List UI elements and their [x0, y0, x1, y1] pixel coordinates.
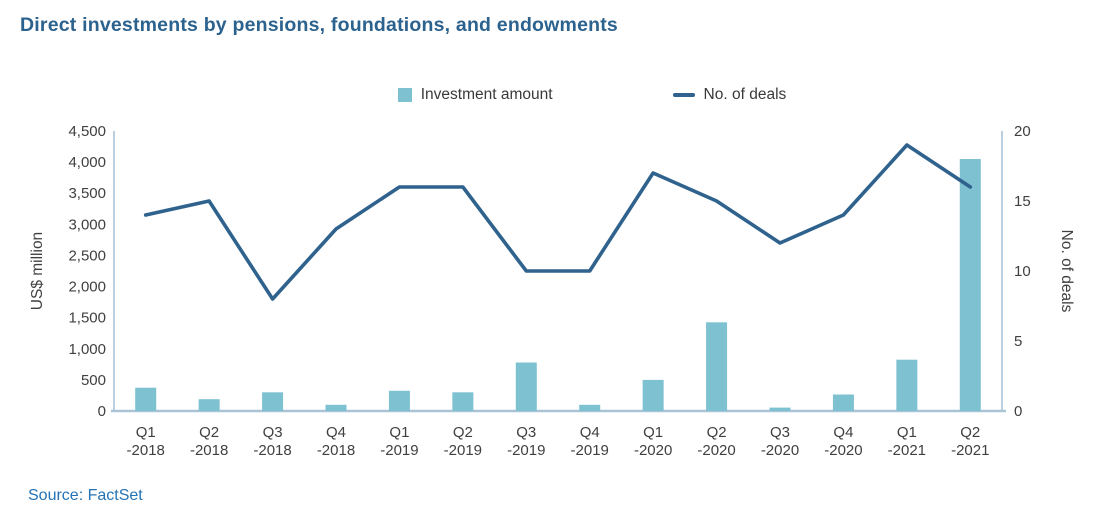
left-axis-title: US$ million	[29, 232, 46, 310]
x-axis-label-year: -2019	[571, 442, 609, 459]
legend-item-investment-amount: Investment amount	[397, 86, 553, 104]
x-axis-label-quarter: Q2	[960, 424, 980, 441]
bar-Q2-2021	[959, 159, 981, 411]
bar-Q3-2019	[515, 362, 537, 411]
right-axis-title: No. of deals	[1058, 230, 1075, 313]
bar-Q2-2019	[452, 392, 474, 411]
left-axis-tick-label: 3,500	[68, 185, 106, 202]
x-axis-label-year: -2019	[444, 442, 482, 459]
x-axis-label-quarter: Q1	[897, 424, 917, 441]
x-axis-label-quarter: Q3	[770, 424, 790, 441]
x-axis-label-year: -2020	[697, 442, 735, 459]
source-attribution: Source: FactSet	[28, 487, 143, 504]
x-axis-label-quarter: Q4	[326, 424, 346, 441]
right-axis-tick-label: 10	[1014, 263, 1031, 280]
chart-canvas: 0 500 1,000 1,500 2,000 2,500 3,000 3,500 4,000 4…	[29, 123, 1075, 459]
bar-Q2-2020	[706, 322, 728, 411]
left-axis-tick-label: 1,000	[68, 341, 106, 358]
left-axis-tick-label: 500	[81, 372, 106, 389]
bar-Q1-2020	[642, 379, 664, 411]
left-axis-tick-label: 3,000	[68, 216, 106, 233]
bar-Q1-2021	[896, 359, 918, 411]
left-axis-tick-label: 4,500	[68, 123, 106, 140]
left-axis-tick-label: 1,500	[68, 310, 106, 327]
legend: Investment amount No. of deals	[45, 86, 1094, 104]
bar-Q1-2019	[388, 390, 410, 411]
x-axis-label-year: -2021	[951, 442, 989, 459]
x-axis-label-quarter: Q4	[833, 424, 853, 441]
x-axis-label-year: -2019	[380, 442, 418, 459]
bar-Q2-2018	[198, 399, 220, 411]
legend-item-no-of-deals: No. of deals	[672, 86, 787, 104]
legend-label: Investment amount	[420, 86, 553, 103]
x-axis-label-quarter: Q1	[643, 424, 663, 441]
bar-Q4-2018	[325, 404, 347, 411]
bar-Q3-2018	[262, 392, 284, 411]
x-axis-label-quarter: Q3	[263, 424, 283, 441]
right-axis-tick-label: 20	[1014, 123, 1031, 140]
right-axis-tick-label: 5	[1014, 333, 1022, 350]
x-axis-label-year: -2018	[127, 442, 165, 459]
x-axis-label-quarter: Q2	[453, 424, 473, 441]
left-axis-tick-label: 4,000	[68, 154, 106, 171]
x-axis-label-year: -2018	[317, 442, 355, 459]
deals-line	[143, 143, 973, 301]
x-axis-label-year: -2020	[634, 442, 672, 459]
bar-Q4-2020	[832, 394, 854, 411]
right-axis-tick-label: 15	[1014, 193, 1031, 210]
left-axis-tick-label: 2,000	[68, 279, 106, 296]
x-axis-label-quarter: Q2	[199, 424, 219, 441]
bar-Q1-2018	[135, 387, 157, 411]
line-swatch-icon	[672, 92, 695, 98]
x-axis-label-year: -2020	[761, 442, 799, 459]
x-axis-label-year: -2018	[190, 442, 228, 459]
x-axis-label-quarter: Q2	[707, 424, 727, 441]
x-axis-label-year: -2019	[507, 442, 545, 459]
x-axis-label-quarter: Q3	[516, 424, 536, 441]
bar-Q3-2020	[769, 407, 791, 411]
right-axis-tick-label: 0	[1014, 403, 1022, 420]
x-axis-label-quarter: Q1	[389, 424, 409, 441]
x-axis-label-year: -2021	[888, 442, 926, 459]
left-axis-tick-label: 0	[98, 403, 106, 420]
bar-Q4-2019	[579, 404, 601, 411]
x-axis-label-year: -2018	[253, 442, 291, 459]
x-axis-label-year: -2020	[824, 442, 862, 459]
bar-swatch-icon	[397, 88, 412, 102]
legend-label: No. of deals	[703, 86, 787, 103]
x-axis-label-quarter: Q4	[580, 424, 600, 441]
left-axis-tick-label: 2,500	[68, 247, 106, 264]
x-axis-label-quarter: Q1	[136, 424, 156, 441]
chart-title: Direct investments by pensions, foundati…	[20, 14, 618, 36]
